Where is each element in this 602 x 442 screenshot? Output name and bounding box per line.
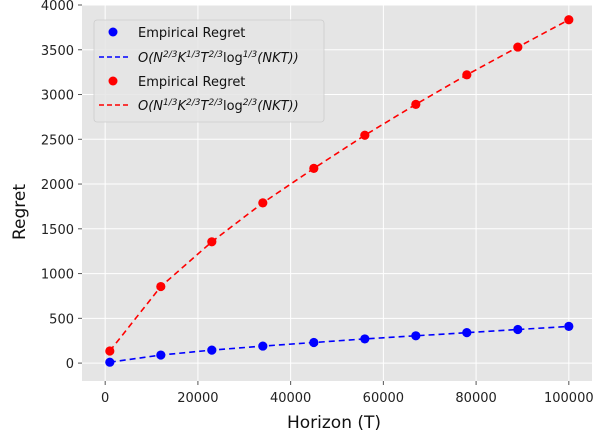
legend-label-blue-empirical: Empirical Regret [138, 26, 245, 41]
data-point-blue-9 [564, 321, 574, 331]
x-tick-label: 60000 [363, 391, 404, 406]
data-point-blue-1 [156, 350, 166, 360]
y-axis-label: Regret [10, 184, 30, 240]
y-tick-label: 1000 [41, 268, 74, 283]
y-tick-label: 1500 [41, 223, 74, 238]
data-point-red-5 [360, 130, 370, 140]
data-point-red-7 [462, 70, 472, 80]
data-point-blue-7 [462, 328, 472, 338]
y-tick-label: 3000 [41, 89, 74, 104]
y-tick-label: 500 [49, 312, 74, 327]
data-point-blue-8 [513, 324, 523, 335]
y-tick-label: 0 [66, 357, 74, 372]
data-point-blue-0 [105, 357, 115, 367]
data-point-blue-2 [207, 345, 217, 355]
x-tick-label: 40000 [270, 391, 311, 406]
y-tick-label: 4000 [41, 0, 74, 14]
data-point-red-1 [156, 281, 166, 292]
y-axis-ticks: 0 500 1000 1500 2000 2500 3000 3500 4000 [41, 0, 82, 372]
data-point-blue-6 [411, 331, 421, 341]
x-tick-label: 100000 [544, 391, 594, 406]
data-point-red-9 [564, 15, 574, 25]
y-tick-label: 3500 [41, 44, 74, 59]
data-point-blue-3 [258, 341, 268, 351]
series-line-blue-bound [109, 325, 569, 363]
x-tick-label: 80000 [455, 391, 496, 406]
data-point-blue-5 [360, 334, 370, 344]
x-axis-label: Horizon (T) [287, 413, 381, 433]
series-line-red-bound [109, 19, 570, 352]
data-point-blue-4 [309, 337, 319, 348]
legend-label-red-empirical: Empirical Regret [138, 75, 245, 90]
data-point-red-4 [309, 163, 319, 173]
data-point-red-2 [207, 237, 217, 247]
legend-label-red-bound: O(N1/3K2/3T2/3log2/3(NKT)) [138, 98, 299, 114]
y-tick-label: 2000 [41, 178, 74, 193]
data-point-red-0 [105, 346, 115, 356]
x-tick-label: 0 [101, 391, 109, 406]
x-tick-label: 20000 [177, 391, 218, 406]
y-tick-label: 2500 [41, 133, 74, 148]
legend-marker-blue-empirical [108, 27, 118, 37]
data-point-red-3 [258, 198, 268, 208]
legend-box [93, 19, 325, 123]
x-axis-ticks: 0 20000 40000 60000 80000 100000 [101, 381, 594, 406]
data-point-red-6 [411, 99, 421, 109]
legend-marker-red-empirical [108, 76, 118, 86]
series-layer [105, 15, 574, 367]
legend-label-blue-bound: O(N2/3K1/3T2/3log1/3(NKT)) [138, 50, 299, 66]
legend: Empirical Regret O(N2/3K1/3T2/3log1/3(NK… [93, 19, 325, 123]
data-point-red-8 [513, 42, 523, 52]
